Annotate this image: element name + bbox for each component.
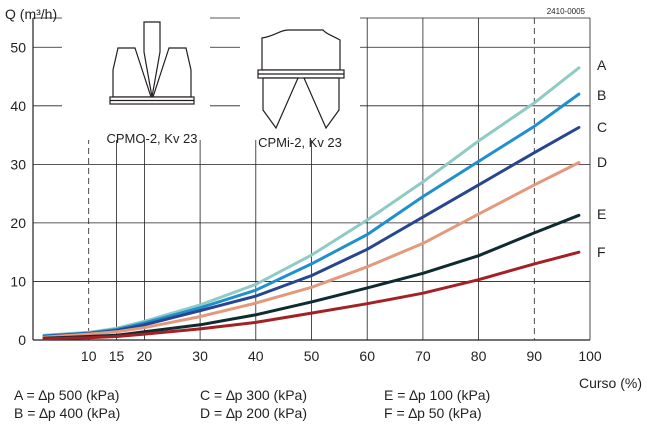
x-tick-label: 60 xyxy=(359,348,375,364)
cpmo-right-seat xyxy=(152,47,192,98)
series-line-d xyxy=(42,161,581,339)
series-end-label-b: B xyxy=(597,87,606,103)
cpmi-right-body xyxy=(303,77,340,130)
legend-item-a: A = ∆p 500 (kPa) xyxy=(14,387,120,403)
legend-item-b: B = ∆p 400 (kPa) xyxy=(14,405,121,421)
x-axis-title: Curso (%) xyxy=(579,375,642,391)
y-axis-title: Q (m³/h) xyxy=(5,6,57,22)
valve-drawing-cpmi xyxy=(240,15,360,140)
series-end-label-d: D xyxy=(597,154,607,170)
valve-drawing-cpmo xyxy=(62,15,210,140)
y-tick-label: 40 xyxy=(10,98,26,114)
valve-caption: CPMO-2, Kv 23 xyxy=(106,131,197,146)
x-tick-label: 70 xyxy=(415,348,431,364)
cpmi-left-body xyxy=(262,77,299,130)
valve-caption: CPMi-2, Kv 23 xyxy=(258,135,342,150)
y-tick-label: 20 xyxy=(10,215,26,231)
series-end-label-e: E xyxy=(597,206,606,222)
x-tick-label: 100 xyxy=(578,348,602,364)
series-end-label-c: C xyxy=(597,119,607,135)
cpmo-plug-stem xyxy=(143,21,161,98)
document-code: 2410-0005 xyxy=(547,7,586,16)
cpmi-crown xyxy=(261,29,341,71)
x-tick-label: 40 xyxy=(248,348,264,364)
x-tick-label: 20 xyxy=(137,348,153,364)
x-tick-label: 15 xyxy=(109,348,125,364)
legend-item-d: D = ∆p 200 (kPa) xyxy=(200,405,308,421)
x-tick-label: 30 xyxy=(192,348,208,364)
y-tick-label: 0 xyxy=(18,332,26,348)
legend-item-c: C = ∆p 300 (kPa) xyxy=(200,387,308,403)
series-end-label-a: A xyxy=(597,57,607,73)
series-line-f xyxy=(42,250,581,341)
x-tick-label: 50 xyxy=(304,348,320,364)
y-tick-label: 30 xyxy=(10,156,26,172)
x-tick-label: 80 xyxy=(471,348,487,364)
legend-item-f: F = ∆p 50 (kPa) xyxy=(384,405,482,421)
x-tick-label: 90 xyxy=(527,348,543,364)
series-layer xyxy=(42,66,581,341)
y-tick-label: 50 xyxy=(10,39,26,55)
text-layer: 0 10 20 30 40 50 10 15 20 30 40 50 60 70 80 90 100 Q (m³/… xyxy=(5,6,642,391)
y-tick-label: 10 xyxy=(10,273,26,289)
series-end-label-f: F xyxy=(597,244,606,260)
x-tick-label: 10 xyxy=(81,348,97,364)
legend-item-e: E = ∆p 100 (kPa) xyxy=(384,387,491,403)
